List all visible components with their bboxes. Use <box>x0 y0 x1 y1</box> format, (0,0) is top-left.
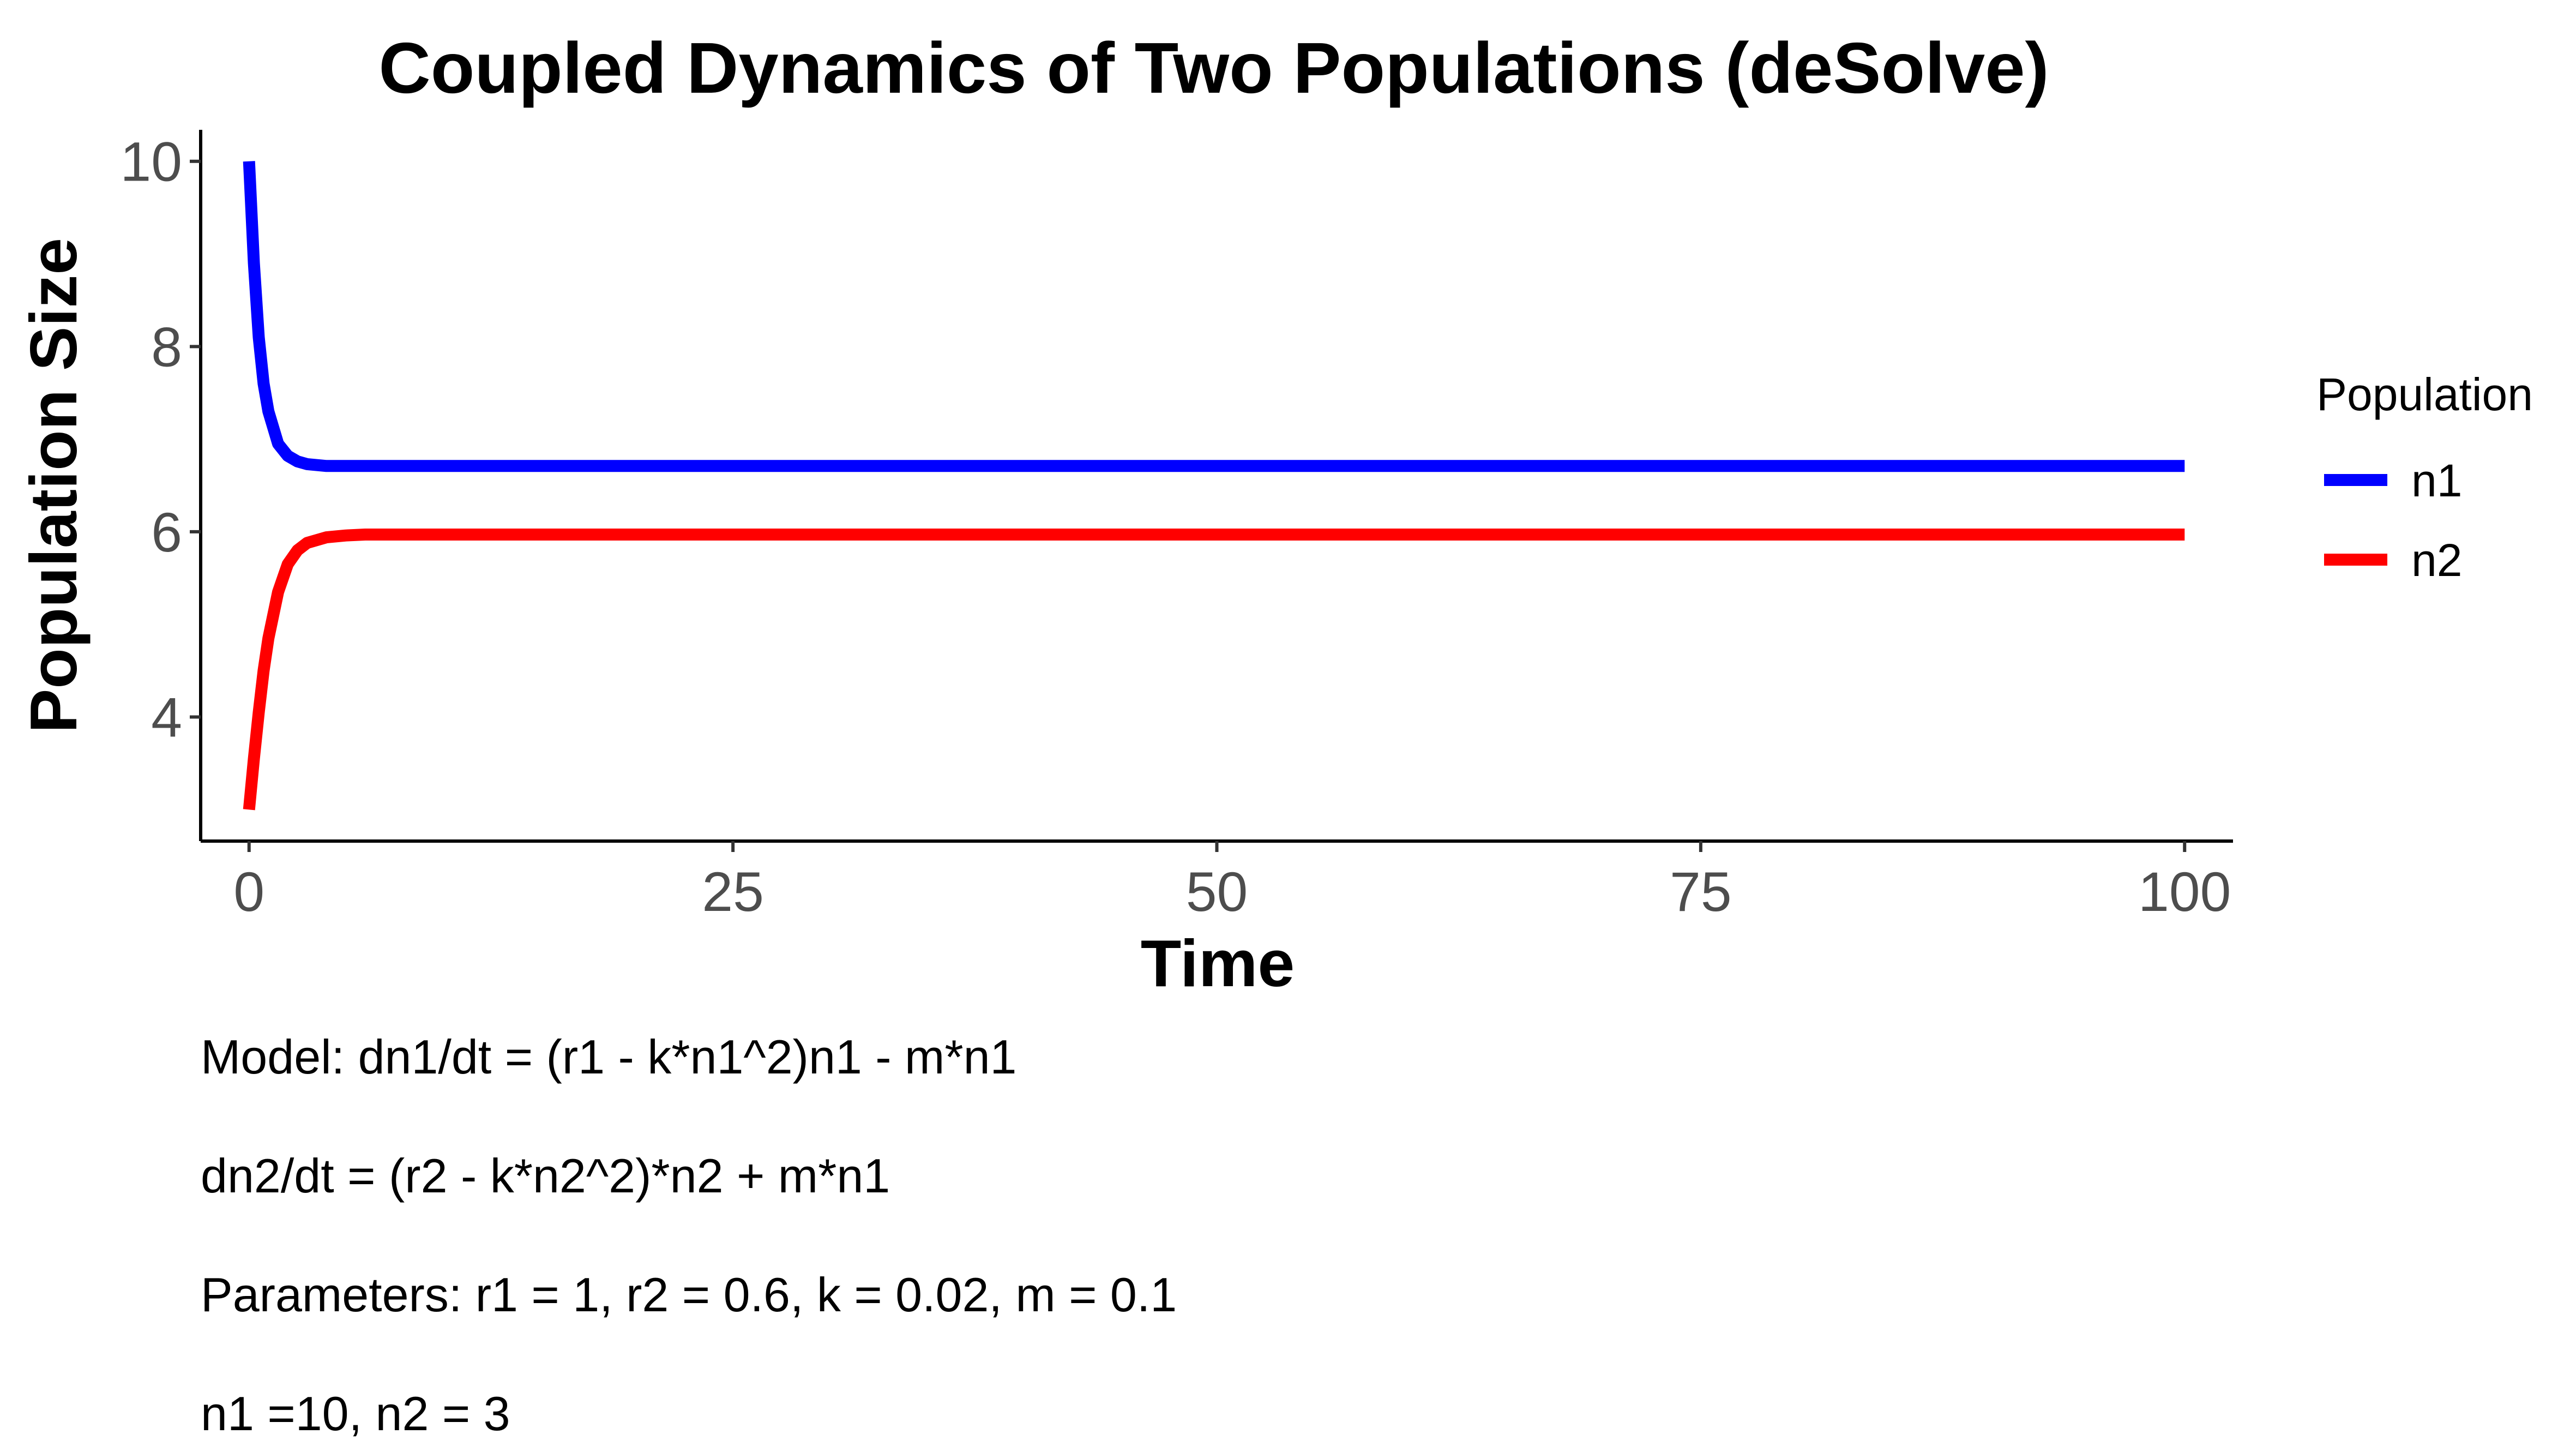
legend-title: Population <box>2316 369 2533 420</box>
y-ticks: 4 6 8 10 <box>121 131 201 748</box>
chart-title: Coupled Dynamics of Two Populations (deS… <box>378 28 2049 108</box>
x-tick-label: 50 <box>1186 861 1248 923</box>
series-lines <box>243 161 2185 811</box>
y-axis-title: Population Size <box>16 238 91 733</box>
x-tick-label: 25 <box>702 861 763 923</box>
x-tick-label: 0 <box>233 861 264 923</box>
legend: Population n1 n2 <box>2316 369 2533 586</box>
legend-items: n1 n2 <box>2324 455 2462 586</box>
y-tick-label: 8 <box>151 316 182 378</box>
y-tick-label: 10 <box>121 131 182 193</box>
series-line-n1 <box>243 161 2185 472</box>
x-tick-label: 75 <box>1670 861 1731 923</box>
x-tick-label: 100 <box>2138 861 2231 923</box>
caption-parameters-line: Parameters: r1 = 1, r2 = 0.6, k = 0.02, … <box>201 1268 1177 1322</box>
legend-label-n2: n2 <box>2411 535 2462 586</box>
caption: Model: dn1/dt = (r1 - k*n1^2)n1 - m*n1 d… <box>201 1030 1177 1441</box>
x-ticks: 0 25 50 75 100 <box>233 841 2231 923</box>
caption-model-line: Model: dn1/dt = (r1 - k*n1^2)n1 - m*n1 <box>201 1030 1016 1084</box>
caption-initial-values-line: n1 =10, n2 = 3 <box>201 1387 510 1441</box>
caption-equation-line: dn2/dt = (r2 - k*n2^2)*n2 + m*n1 <box>201 1149 890 1203</box>
legend-label-n1: n1 <box>2411 455 2462 506</box>
plot-area: 0 25 50 75 100 4 6 8 10 <box>121 130 2233 923</box>
x-axis-title: Time <box>1141 926 1295 1000</box>
y-tick-label: 4 <box>151 686 182 748</box>
y-tick-label: 6 <box>151 501 182 563</box>
series-line-n2 <box>243 529 2185 811</box>
